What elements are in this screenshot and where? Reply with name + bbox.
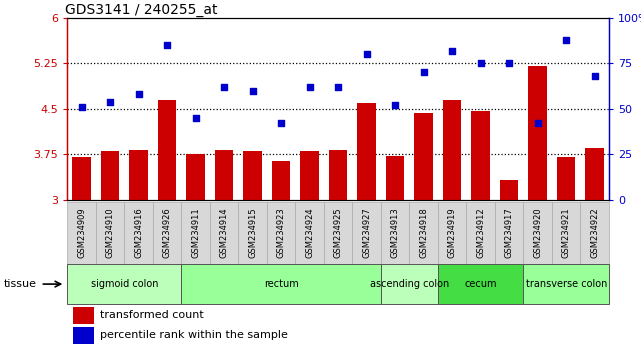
Bar [96, 202, 124, 264]
Text: GSM234921: GSM234921 [562, 207, 570, 258]
Text: GSM234917: GSM234917 [504, 207, 513, 258]
Bar [467, 202, 495, 264]
Bar [215, 150, 233, 200]
Text: GSM234911: GSM234911 [191, 207, 200, 258]
Point [504, 61, 514, 66]
Bar [524, 264, 609, 304]
Point [333, 84, 344, 90]
Text: transverse colon: transverse colon [526, 279, 607, 289]
Bar [495, 202, 524, 264]
Bar [238, 202, 267, 264]
Text: GSM234915: GSM234915 [248, 207, 257, 258]
Text: GSM234909: GSM234909 [77, 207, 86, 258]
Point [247, 88, 258, 93]
Text: GSM234912: GSM234912 [476, 207, 485, 258]
Bar [585, 148, 604, 200]
Text: sigmoid colon: sigmoid colon [90, 279, 158, 289]
Point [219, 84, 229, 90]
Bar [101, 152, 119, 200]
Point [390, 102, 400, 108]
Bar [67, 264, 181, 304]
Bar [410, 202, 438, 264]
Bar [471, 111, 490, 200]
Bar [158, 100, 176, 200]
Bar [129, 150, 148, 200]
Point [190, 115, 201, 121]
Text: GSM234910: GSM234910 [106, 207, 115, 258]
Point [276, 121, 287, 126]
Point [76, 104, 87, 110]
Bar [301, 152, 319, 200]
Text: GSM234925: GSM234925 [333, 207, 343, 258]
Text: GSM234916: GSM234916 [134, 207, 143, 258]
Text: percentile rank within the sample: percentile rank within the sample [100, 330, 288, 341]
Point [105, 99, 115, 104]
Bar [381, 202, 410, 264]
Bar [181, 202, 210, 264]
Bar [187, 154, 205, 200]
Bar [72, 158, 91, 200]
Text: GSM234919: GSM234919 [447, 207, 456, 258]
Bar [557, 158, 576, 200]
Point [447, 48, 457, 53]
Bar [524, 202, 552, 264]
Bar [414, 113, 433, 200]
Bar [324, 202, 353, 264]
Bar [353, 202, 381, 264]
Text: GSM234914: GSM234914 [220, 207, 229, 258]
Text: ascending colon: ascending colon [370, 279, 449, 289]
Text: GSM234922: GSM234922 [590, 207, 599, 258]
Text: GDS3141 / 240255_at: GDS3141 / 240255_at [65, 3, 217, 17]
Bar [329, 150, 347, 200]
Bar [358, 103, 376, 200]
Text: GSM234913: GSM234913 [390, 207, 399, 258]
Text: transformed count: transformed count [100, 310, 204, 320]
Bar [443, 100, 462, 200]
Bar [552, 202, 581, 264]
Text: tissue: tissue [4, 279, 37, 289]
Bar [181, 264, 381, 304]
Bar [210, 202, 238, 264]
Point [362, 51, 372, 57]
Point [162, 42, 172, 48]
Bar [438, 202, 467, 264]
Bar [381, 264, 438, 304]
Text: GSM234918: GSM234918 [419, 207, 428, 258]
Text: GSM234926: GSM234926 [163, 207, 172, 258]
Bar [124, 202, 153, 264]
Point [133, 91, 144, 97]
Bar [296, 202, 324, 264]
Bar [386, 156, 404, 200]
Bar [267, 202, 296, 264]
Point [561, 37, 571, 42]
Bar [581, 202, 609, 264]
Bar [438, 264, 524, 304]
Text: cecum: cecum [465, 279, 497, 289]
Text: GSM234920: GSM234920 [533, 207, 542, 258]
Text: rectum: rectum [263, 279, 299, 289]
Point [476, 61, 486, 66]
Bar [500, 180, 519, 200]
Bar [528, 66, 547, 200]
Bar [72, 307, 94, 324]
Point [419, 69, 429, 75]
Bar [244, 152, 262, 200]
Point [533, 121, 543, 126]
Point [590, 73, 600, 79]
Text: GSM234927: GSM234927 [362, 207, 371, 258]
Text: GSM234923: GSM234923 [277, 207, 286, 258]
Bar [67, 202, 96, 264]
Bar [272, 160, 290, 200]
Bar [153, 202, 181, 264]
Text: GSM234924: GSM234924 [305, 207, 314, 258]
Point [304, 84, 315, 90]
Bar [72, 327, 94, 343]
